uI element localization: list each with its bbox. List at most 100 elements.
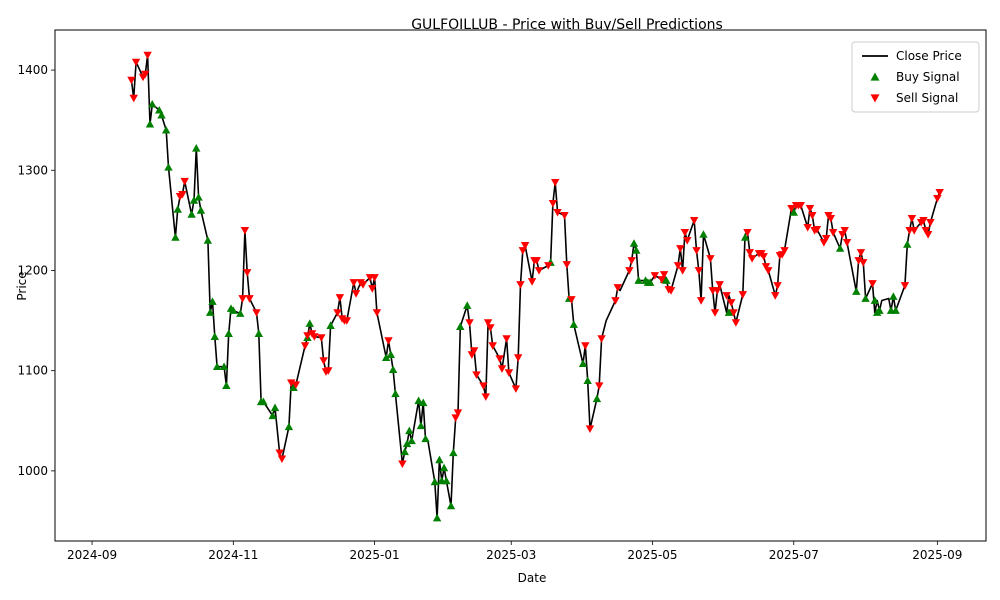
sell-signal-marker <box>919 217 928 225</box>
y-axis-label: Price <box>15 271 29 300</box>
sell-signal-marker <box>764 267 773 275</box>
sell-signal-marker <box>534 267 544 275</box>
sell-signal-marker <box>465 319 474 327</box>
sell-signal-marker <box>469 347 479 355</box>
buy-signal-marker <box>592 394 602 403</box>
sell-signal-marker <box>513 354 523 362</box>
x-axis-label: Date <box>518 571 547 585</box>
sell-signal-marker <box>773 282 782 290</box>
sell-signal-marker <box>613 284 622 292</box>
sell-signal-marker <box>673 262 683 270</box>
buy-signal-marker <box>662 276 671 284</box>
sell-signal-marker <box>342 317 352 325</box>
sell-signal-marker <box>143 51 152 60</box>
sell-signal-marker <box>245 295 254 303</box>
sell-signal-marker <box>907 215 917 223</box>
y-tick-label: 1000 <box>17 464 48 478</box>
sell-signal-marker <box>808 212 817 220</box>
buy-signal-marker <box>173 205 182 213</box>
sell-signal-marker <box>803 224 812 232</box>
sell-signal-marker <box>277 455 287 464</box>
sell-signal-marker <box>243 269 252 277</box>
x-tick-label: 2024-09 <box>67 548 117 562</box>
x-tick-label: 2025-07 <box>769 548 819 562</box>
x-tick-label: 2025-01 <box>350 548 400 562</box>
sell-signal-marker <box>585 425 595 433</box>
sell-signal-marker <box>486 324 495 332</box>
buy-signal-marker <box>402 439 412 448</box>
sell-signal-marker <box>910 227 919 235</box>
sell-signal-marker <box>504 369 514 377</box>
buy-signal-marker <box>205 308 215 316</box>
buy-signal-marker <box>645 278 655 286</box>
buy-signal-marker <box>583 376 592 385</box>
sell-signal-marker <box>856 249 866 257</box>
buy-signal-marker <box>400 447 409 456</box>
buy-signal-marker <box>219 362 229 371</box>
sell-signal-marker <box>238 295 247 303</box>
sell-signal-marker <box>761 263 771 271</box>
sell-signal-marker <box>935 188 944 197</box>
buy-signal-marker <box>157 110 166 119</box>
buy-signal-marker <box>254 329 264 337</box>
x-tick-label: 2025-03 <box>486 548 536 562</box>
sell-signal-marker <box>551 178 560 187</box>
buy-signal-marker <box>740 233 750 241</box>
x-tick-label: 2025-05 <box>627 548 677 562</box>
sell-signal-marker <box>923 231 933 239</box>
buy-signal-marker <box>421 434 430 443</box>
sell-signal-marker <box>370 274 379 282</box>
buy-signal-marker <box>148 99 157 108</box>
sell-signal-marker <box>368 285 377 293</box>
buy-signal-marker <box>432 513 442 522</box>
sell-signal-marker <box>317 334 326 342</box>
y-tick-label: 1400 <box>17 63 48 77</box>
sell-signal-marker <box>488 342 497 350</box>
sell-signal-marker <box>842 239 852 247</box>
buy-signal-marker <box>203 236 213 244</box>
sell-signal-marker <box>689 217 699 225</box>
buy-signal-marker <box>870 296 880 304</box>
sell-signal-marker <box>659 271 669 279</box>
buy-signal-marker <box>456 322 465 330</box>
sell-signal-marker <box>275 449 284 458</box>
sell-signal-marker <box>854 257 863 265</box>
buy-signal-marker <box>145 119 155 128</box>
sell-signal-marker <box>706 255 715 263</box>
sell-signal-marker <box>692 247 701 255</box>
buy-signal-marker <box>463 301 472 309</box>
buy-signal-marker <box>268 411 277 420</box>
sell-signal-marker <box>349 279 358 287</box>
sell-signal-marker <box>921 227 930 235</box>
sell-signal-marker <box>398 460 407 469</box>
sell-signal-marker <box>812 226 822 234</box>
sell-signal-marker <box>127 76 136 85</box>
sell-signal-marker <box>240 227 250 235</box>
sell-signal-marker <box>562 261 572 269</box>
buy-signal-marker <box>305 319 314 327</box>
sell-signal-marker <box>358 281 368 289</box>
sell-signal-marker <box>625 267 634 275</box>
buy-signal-marker <box>189 196 199 204</box>
sell-signal-marker <box>715 281 724 289</box>
sell-signal-marker <box>351 290 361 298</box>
sell-signal-marker <box>759 253 768 261</box>
buy-signal-marker <box>724 308 734 316</box>
sell-signal-marker <box>678 267 687 275</box>
sell-signal-marker <box>303 332 312 340</box>
buy-signal-marker <box>852 287 861 295</box>
sell-signal-marker <box>666 287 676 295</box>
buy-signal-marker <box>388 365 398 374</box>
buy-signal-marker <box>161 125 171 134</box>
buy-signal-marker <box>407 436 416 445</box>
sell-signal-marker <box>495 355 504 363</box>
sell-signal-marker <box>310 333 319 341</box>
buy-signal-marker <box>391 389 400 398</box>
sell-signal-marker <box>287 379 296 387</box>
sell-signal-marker <box>731 319 741 327</box>
sell-signal-marker <box>300 342 310 350</box>
sell-signal-marker <box>828 229 838 237</box>
legend-label: Close Price <box>896 49 962 63</box>
sell-signal-marker <box>497 365 507 373</box>
